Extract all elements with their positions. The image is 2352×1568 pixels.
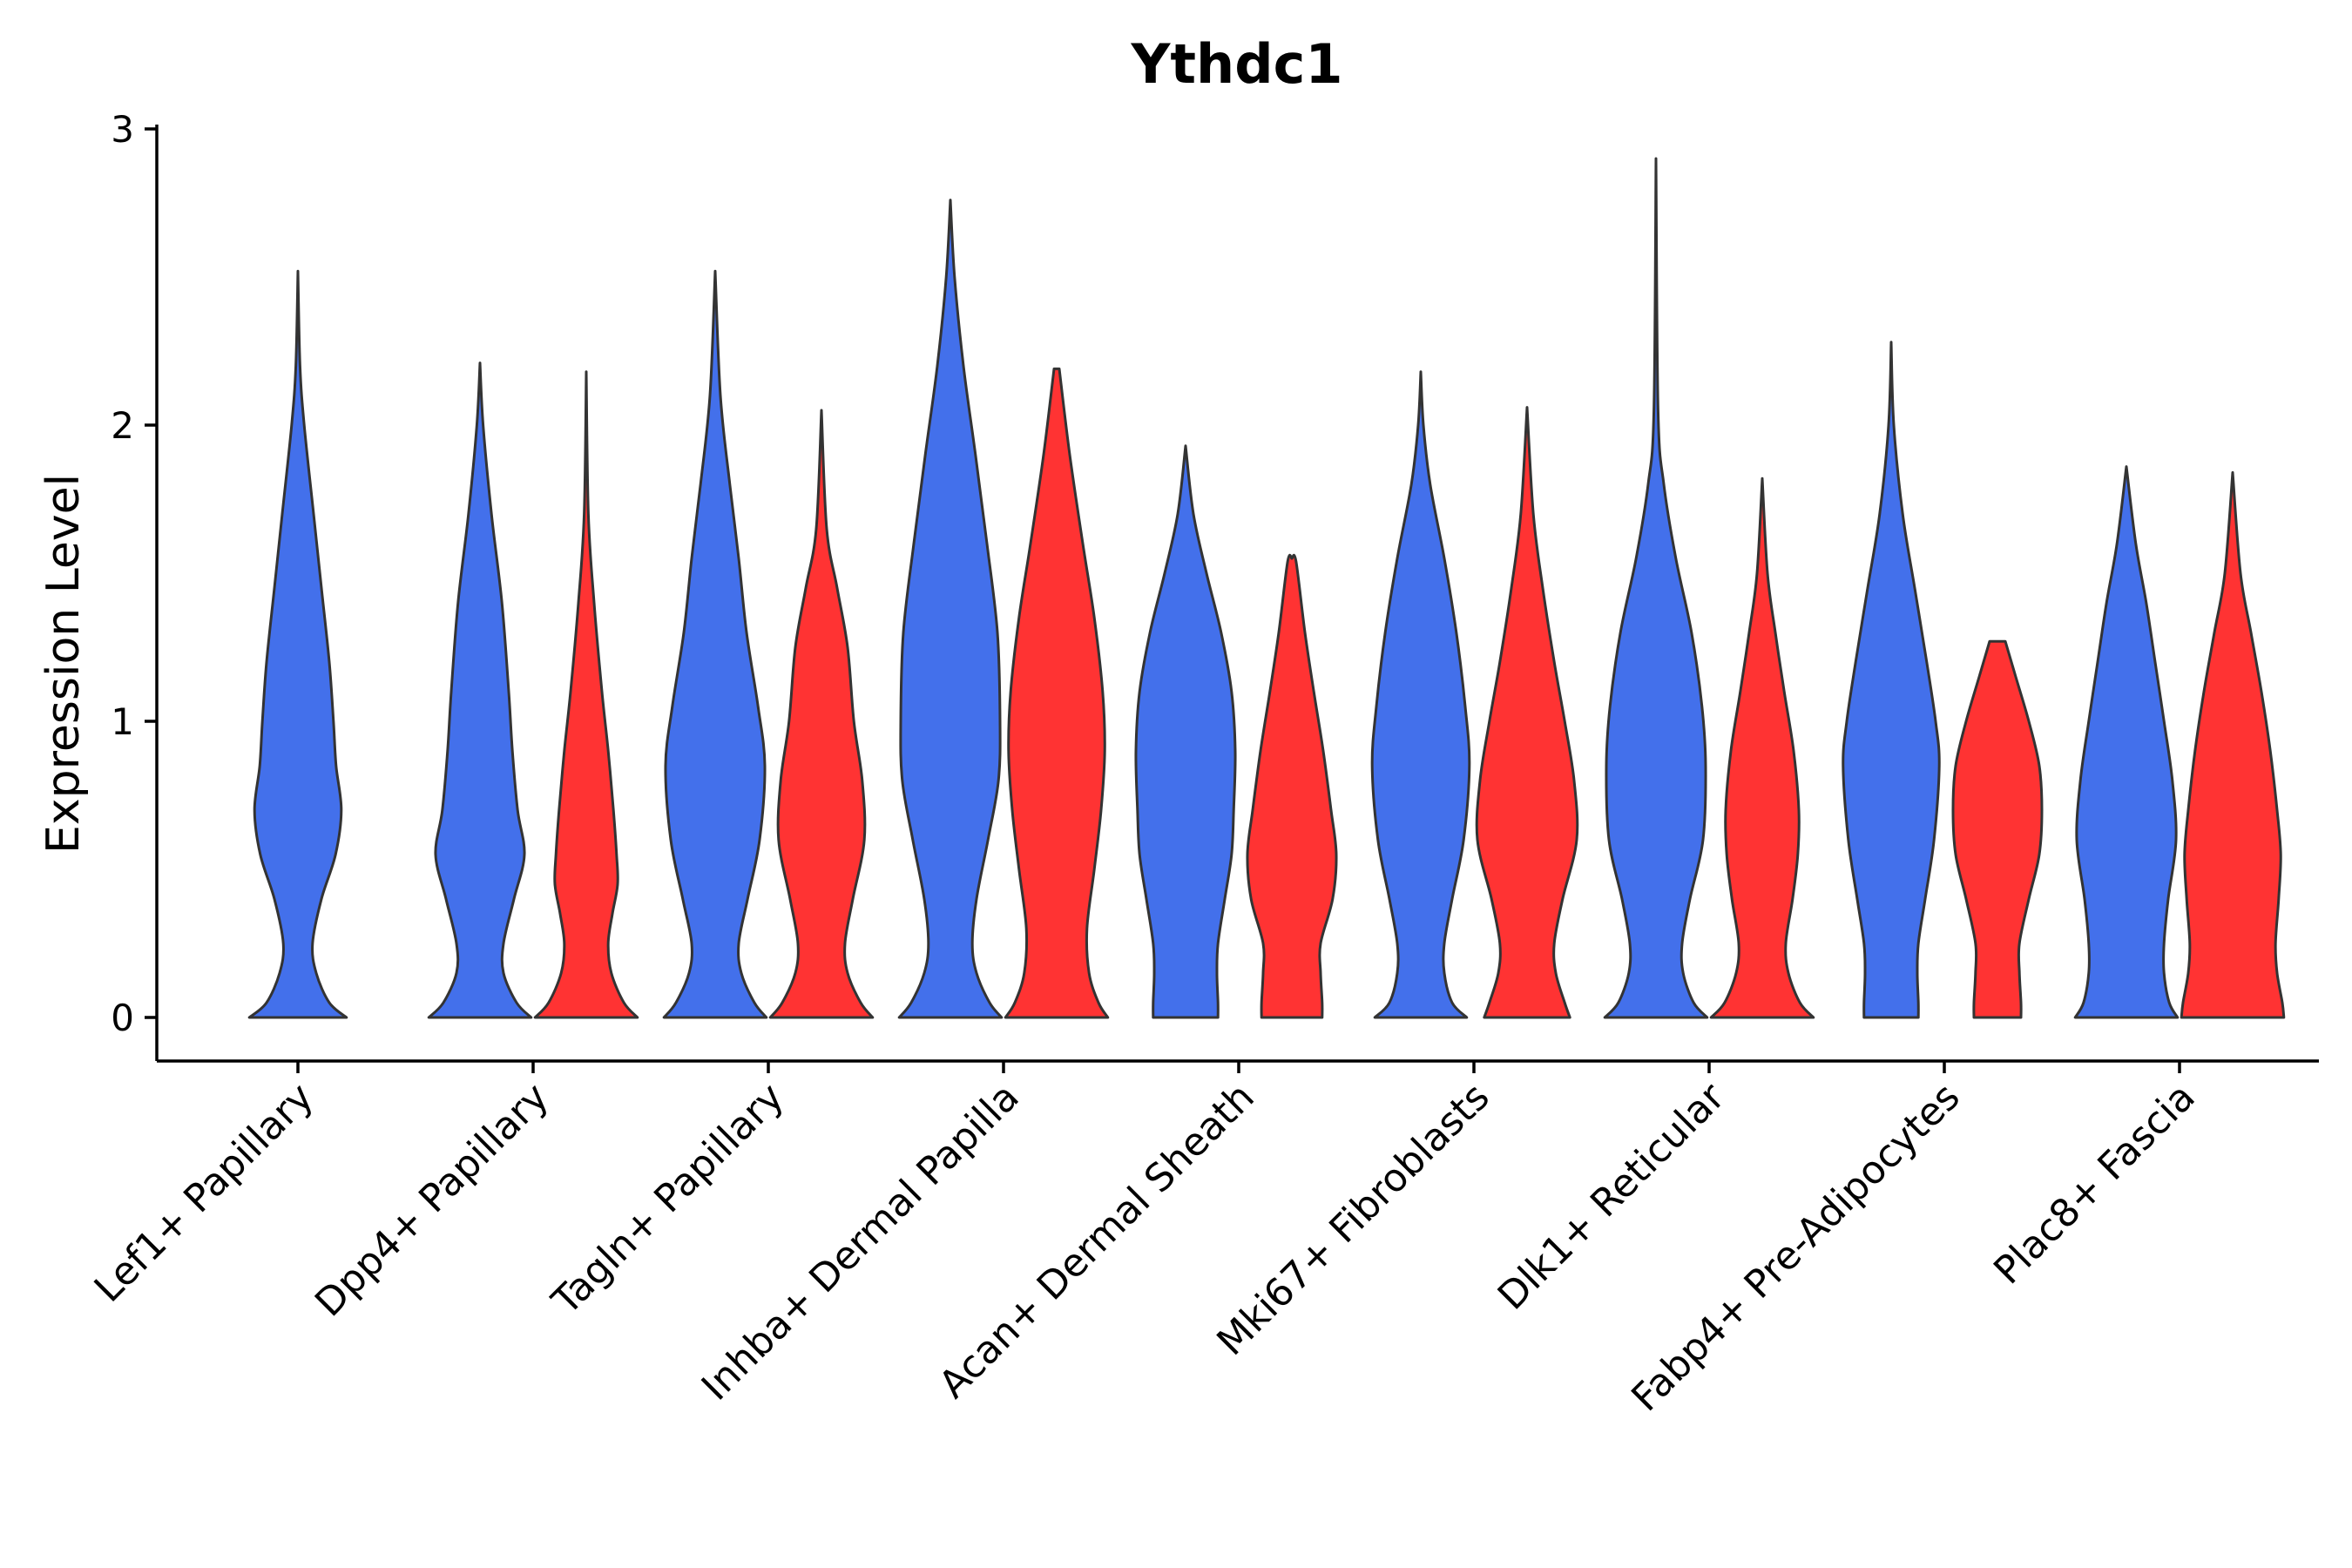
y-tick-label: 0 (111, 997, 134, 1039)
violin-group2-acan-dermal-sheath (1246, 553, 1338, 1019)
x-category-label: Dpp4+ Papillary (307, 1075, 558, 1326)
violin-group1-tagln-papillary (662, 269, 768, 1019)
y-tick-label: 3 (111, 108, 134, 151)
x-category-label: Mki67+ Fibroblasts (1208, 1075, 1497, 1364)
violin-group2-mki67-fibroblasts (1475, 406, 1579, 1019)
violin-group1-acan-dermal-sheath (1134, 444, 1237, 1019)
violin-group2-dpp4-papillary (533, 370, 639, 1019)
x-category-label: Dlk1+ Reticular (1490, 1074, 1734, 1319)
violin-group2-plac8-fascia (2180, 470, 2286, 1019)
x-category-label: Lef1+ Papillary (86, 1075, 322, 1311)
violin-group2-tagln-papillary (768, 409, 875, 1019)
violin-group2-dlk1-reticular (1709, 476, 1815, 1019)
violin-group1-plac8-fascia (2073, 465, 2180, 1019)
x-category-label: Tagln+ Papillary (544, 1075, 793, 1324)
y-tick-label: 1 (111, 700, 134, 743)
violin-group1-dlk1-reticular (1603, 157, 1709, 1019)
y-axis-label: Expression Level (37, 474, 90, 854)
violin-group1-lef1-papillary (247, 269, 348, 1019)
x-category-label: Plac8+ Fascia (1985, 1075, 2204, 1294)
y-ticks: 0 1 2 3 (111, 108, 157, 1039)
violin-group1-fabp4-pre-adipocytes (1842, 341, 1941, 1019)
y-tick-label: 2 (111, 404, 134, 447)
violin-group1-mki67-fibroblasts (1370, 370, 1471, 1019)
violin-group1-dpp4-papillary (427, 362, 533, 1019)
violin-group2-fabp4-pre-adipocytes (1951, 639, 2044, 1019)
violin-layer (247, 157, 2286, 1019)
chart-title: Ythdc1 (1131, 32, 1343, 96)
violin-group2-inhba-dermal-papilla (1004, 367, 1110, 1019)
violin-group1-inhba-dermal-papilla (897, 199, 1004, 1019)
